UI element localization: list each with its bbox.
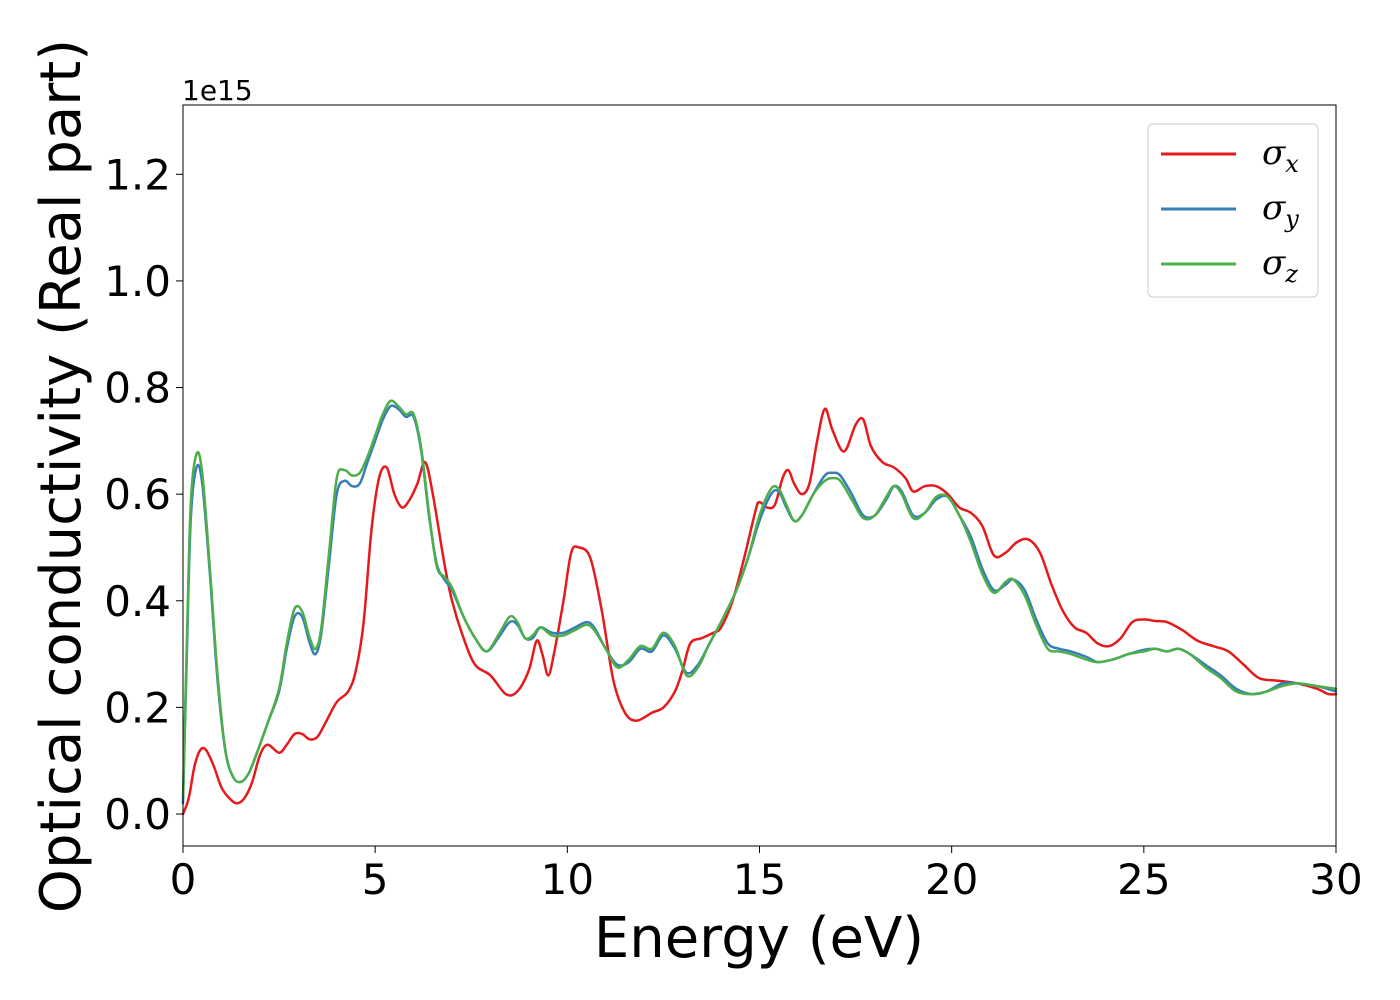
series-line-z: [181, 399, 1338, 800]
legend-label-y: σy: [1262, 188, 1299, 233]
legend: σx σy σz: [1147, 123, 1319, 298]
plot-background: [183, 105, 1336, 846]
x-axis: 0 5 10 15 20 25 30: [170, 846, 1363, 904]
y-axis-label: Optical conductivity (Real part): [29, 39, 94, 913]
x-tick-label: 10: [541, 855, 594, 904]
y-tick-label: 0.6: [104, 470, 171, 519]
legend-label-x: σx: [1262, 133, 1299, 178]
x-tick-label: 30: [1309, 855, 1362, 904]
x-tick-label: 20: [925, 855, 978, 904]
x-tick-label: 15: [733, 855, 786, 904]
y-tick-label: 0.2: [104, 683, 171, 732]
x-tick-label: 5: [362, 855, 389, 904]
y-tick-label: 0.8: [104, 364, 171, 413]
y-tick-label: 1.0: [104, 257, 171, 306]
y-tick-label: 0.0: [104, 790, 171, 839]
y-tick-label: 1.2: [104, 150, 171, 199]
series-line-y: [181, 404, 1338, 805]
y-offset-label: 1e15: [182, 74, 253, 107]
series-line-x: [181, 407, 1338, 816]
series-layer: [181, 399, 1338, 816]
x-tick-label: 0: [170, 855, 197, 904]
x-tick-label: 25: [1117, 855, 1170, 904]
x-axis-label: Energy (eV): [594, 906, 924, 971]
y-tick-label: 0.4: [104, 577, 171, 626]
legend-label-z: σz: [1262, 243, 1298, 288]
y-axis: 0.0 0.2 0.4 0.6 0.8 1.0 1.2: [104, 150, 183, 839]
